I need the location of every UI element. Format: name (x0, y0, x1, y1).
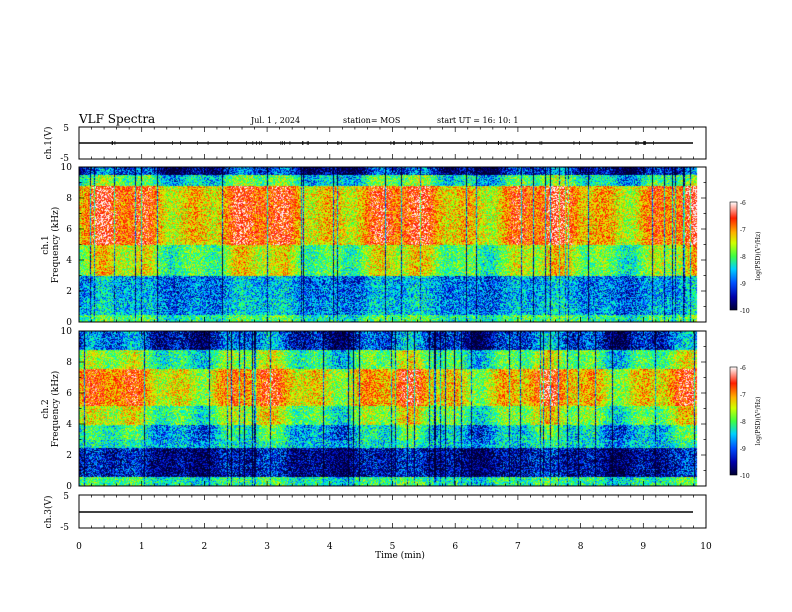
ch2-ytick-8: 8 (66, 358, 72, 368)
ch1-ylabel-frequency: Frequency (kHz) (50, 207, 61, 284)
time-tick-label-7: 7 (515, 542, 521, 552)
ch1-spectrogram-panel: 0 2 4 6 8 10 ch.1 Frequency (kHz) -6 -7 … (41, 163, 762, 328)
ch1-ytick-6: 6 (66, 225, 72, 235)
time-tick-label-3: 3 (264, 542, 270, 552)
ch3-wave-ytick-top: 5 (63, 492, 69, 502)
ch2-colorbar (729, 366, 738, 476)
ch2-ylabel-channel: ch.2 (41, 399, 51, 418)
ch1-wave-ytick-top: 5 (63, 124, 69, 134)
ch1-spectrogram-image (79, 167, 706, 322)
figure-title: VLF Spectra (78, 112, 155, 126)
ch2-cb-tick-m6: -6 (740, 365, 746, 372)
ch3-wave-ytick-bottom: -5 (60, 523, 69, 533)
ch2-spectrogram-image (79, 331, 706, 486)
time-tick-label-9: 9 (640, 542, 646, 552)
ch1-cb-tick-m8: -8 (740, 254, 746, 261)
time-tick-label-0: 0 (76, 542, 82, 552)
ch2-colorbar-label: log(PSD)(V²/Hz) (755, 397, 762, 446)
ch1-ylabel-channel: ch.1 (41, 235, 51, 254)
ch3-wave-ylabel: ch.3(V) (43, 496, 54, 529)
ch1-waveform-ticks (78, 127, 707, 159)
ch1-ytick-2: 2 (66, 287, 72, 297)
time-tick-label-5: 5 (390, 542, 396, 552)
ch2-cb-tick-m10: -10 (740, 473, 750, 480)
ch1-cb-tick-m9: -9 (740, 281, 746, 288)
ch2-cb-tick-m8: -8 (740, 419, 746, 426)
date-label: Jul. 1 , 2024 (250, 116, 300, 125)
ch1-cb-tick-m6: -6 (740, 200, 746, 207)
time-tick-label-4: 4 (327, 542, 333, 552)
ch2-ylabel-frequency: Frequency (kHz) (50, 371, 61, 448)
ch1-cb-tick-m10: -10 (740, 308, 750, 315)
time-tick-label-1: 1 (139, 542, 145, 552)
ch1-ytick-0: 0 (66, 318, 72, 328)
ch1-colorbar-label: log(PSD)(V²/Hz) (755, 232, 762, 281)
ch2-ytick-4: 4 (66, 420, 72, 430)
ch1-ytick-4: 4 (66, 256, 72, 266)
ch1-colorbar (729, 201, 738, 311)
time-axis-tick-labels: 0 1 2 3 4 5 6 7 8 9 10 (76, 542, 712, 552)
ch1-wave-ylabel: ch.1(V) (43, 127, 54, 160)
ch1-cb-tick-m7: -7 (740, 227, 746, 234)
ch2-cb-tick-m9: -9 (740, 446, 746, 453)
time-tick-label-6: 6 (452, 542, 458, 552)
ch1-ytick-8: 8 (66, 194, 72, 204)
ch2-ytick-10: 10 (61, 327, 73, 337)
start-time-label: start UT = 16: 10: 1 (437, 116, 518, 125)
ch2-ytick-6: 6 (66, 389, 72, 399)
ch2-cb-tick-m7: -7 (740, 392, 746, 399)
ch3-waveform-ticks (78, 495, 707, 528)
ch3-waveform-panel: 5 -5 ch.3(V) (43, 492, 707, 533)
time-axis-label: Time (min) (375, 550, 425, 561)
time-tick-label-8: 8 (578, 542, 584, 552)
ch1-ytick-10: 10 (61, 163, 73, 173)
time-tick-label-10: 10 (700, 542, 712, 552)
ch2-spectrogram-panel: 0 2 4 6 8 10 ch.2 Frequency (kHz) -6 -7 … (41, 327, 762, 492)
time-tick-label-2: 2 (202, 542, 208, 552)
ch1-spectrogram-ticks (78, 166, 707, 323)
ch2-spectrogram-ticks (78, 330, 707, 487)
ch2-ytick-2: 2 (66, 451, 72, 461)
ch2-ytick-0: 0 (66, 482, 72, 492)
station-label: station= MOS (343, 116, 400, 125)
ch1-waveform-panel: 5 -5 ch.1(V) (43, 124, 707, 164)
ch1-wave-ytick-bottom: -5 (60, 154, 69, 164)
